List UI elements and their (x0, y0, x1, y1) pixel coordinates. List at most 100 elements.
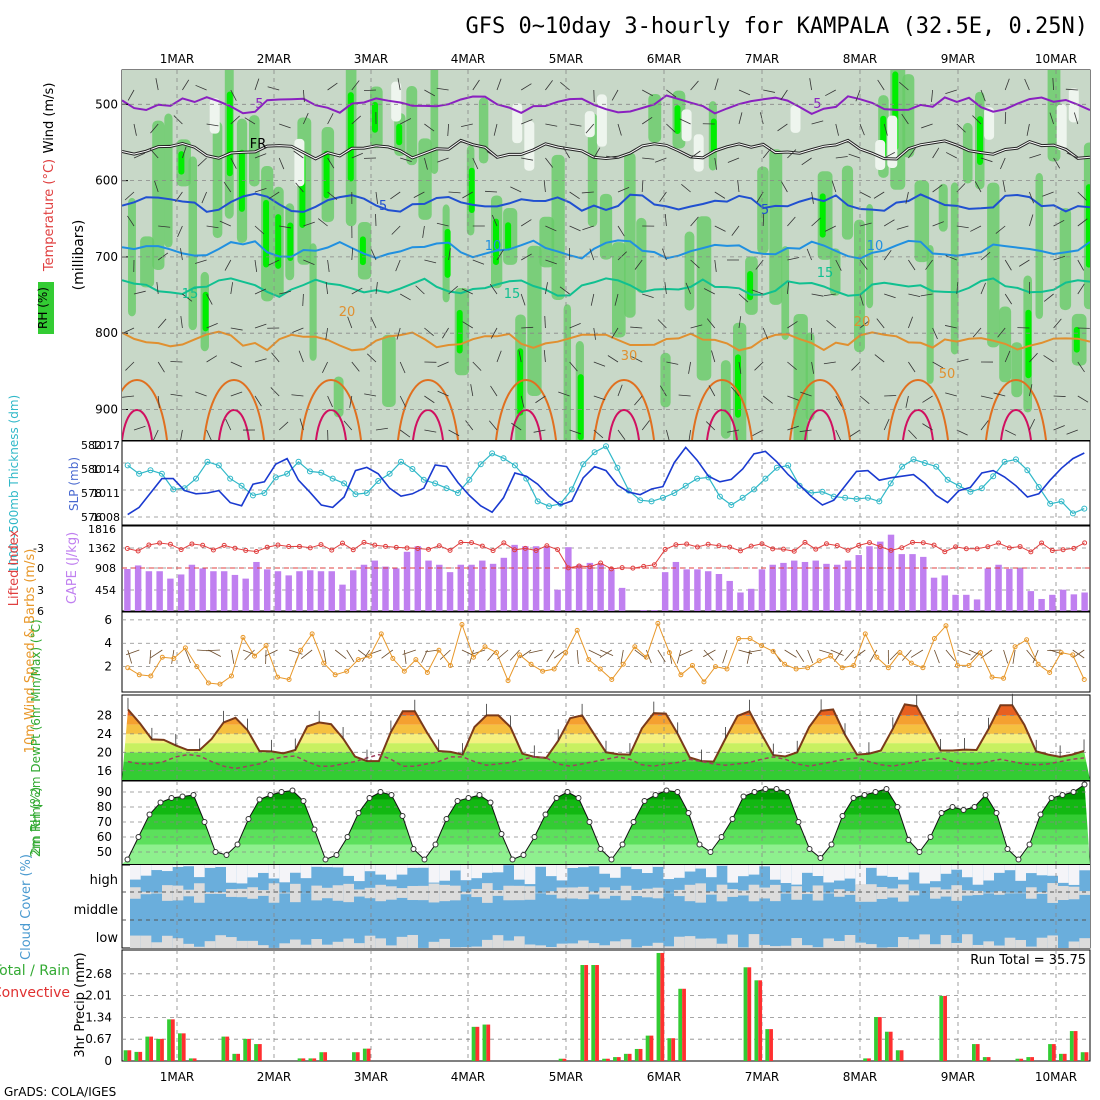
wind-barb (195, 391, 207, 397)
wind-barb (363, 89, 377, 91)
wind-barb (811, 120, 824, 125)
wind-barb (375, 213, 377, 227)
cape-bar (737, 592, 744, 611)
precip-rain-bar (308, 1058, 313, 1061)
precip-rain-bar (1026, 1057, 1031, 1061)
wind-barb (361, 649, 371, 662)
temp-band (122, 715, 1090, 725)
wind-barb (945, 392, 957, 397)
wind-barb (157, 395, 160, 408)
thickness-point (500, 455, 507, 462)
wind-barb (1053, 395, 1066, 397)
cloud-high-gap (546, 865, 557, 877)
cloud-mid-gap (887, 888, 898, 898)
wind-barb (395, 259, 401, 272)
wind-speed-point (194, 664, 200, 670)
cape-bar (790, 560, 798, 611)
wind-barb (271, 352, 280, 363)
rh-cell (539, 216, 555, 268)
cloud-mid-gap (524, 886, 536, 900)
cloud-mid-gap (162, 885, 173, 901)
cloud-mid-gap (332, 885, 344, 901)
cloud-mid-gap (396, 888, 408, 898)
wind-barb (195, 84, 207, 91)
wind-barb (569, 191, 580, 199)
wind-barb (631, 356, 643, 363)
precip-convective-bar (671, 1038, 676, 1061)
cloud-mid-gap (652, 887, 664, 899)
rh-cell-dry (209, 98, 220, 134)
cloud-high-gap (247, 865, 258, 878)
wind-barb (122, 395, 135, 398)
right-tick-label: 1011 (92, 487, 120, 500)
precip-rain-bar (982, 1057, 987, 1061)
rh-cell (333, 376, 344, 418)
rh-cell-dry (875, 139, 886, 170)
wind-barb (859, 222, 872, 227)
cloud-high-gap (450, 865, 461, 871)
rh-point (960, 807, 967, 813)
y-tick-label: 500 (95, 97, 118, 111)
wind-barb (877, 79, 885, 91)
precip-convective-bar (1073, 1031, 1078, 1061)
y-tick-label: 1.34 (85, 1010, 112, 1024)
rh-cell-moist (819, 193, 826, 238)
rh-point (223, 852, 230, 858)
thickness-point (398, 458, 405, 465)
wind-barb (1077, 361, 1085, 373)
upper-air-panel: -5 -5 FR 5 5 10 10 15 15 15 20 20 30 50 500 600 700 800 90… (36, 69, 1091, 441)
rh-cell-dry (984, 107, 995, 140)
cloud-high-gap (1068, 865, 1080, 885)
wind-barb (375, 191, 378, 204)
li-point (942, 549, 948, 555)
cloud-mid-gap (610, 890, 621, 896)
wind-barb (390, 191, 401, 200)
rh-point (300, 798, 307, 804)
li-tick-label: -3 (33, 542, 44, 555)
wind-barb (182, 293, 193, 302)
li-point (339, 540, 345, 546)
wind-barb (327, 82, 338, 91)
wind-speed-point (263, 643, 269, 649)
wind-barb (225, 418, 232, 431)
cape-bar (210, 571, 217, 611)
rh-cell-moist (323, 150, 330, 199)
rh-cell (563, 304, 572, 440)
li-point (490, 548, 496, 554)
precip-convective-bar (606, 1058, 610, 1061)
rh-point (520, 852, 527, 858)
rh-cell (769, 149, 783, 305)
wind-barb (545, 282, 548, 295)
temp-band (122, 704, 1090, 716)
rh-point (234, 841, 241, 848)
cape-bar (274, 571, 282, 611)
rh-point (410, 846, 417, 852)
thickness-point (751, 486, 758, 493)
cloud-mid-gap (247, 887, 258, 899)
wind-barb (901, 113, 909, 125)
cloud-low-gap (471, 946, 482, 948)
rh-cell-moist (287, 222, 294, 262)
cloud-low-gap (610, 941, 621, 948)
precip-rain-bar (939, 995, 944, 1061)
wind-barb (327, 157, 335, 169)
wind-barb (154, 180, 159, 193)
thickness-point (443, 485, 450, 492)
isotherm-line-inner (122, 139, 1090, 160)
cloud-high-gap (748, 865, 760, 875)
cloud-low-gap (695, 938, 706, 948)
wind-speed-point (1035, 661, 1041, 667)
wind-barb (787, 149, 797, 159)
wind-speed-point (355, 657, 361, 663)
cape-bar (425, 560, 432, 611)
rh-point (795, 819, 802, 825)
cape-bar (661, 572, 669, 611)
cloud-mid-gap (972, 890, 984, 896)
wind-barb (617, 251, 627, 261)
wind-barb (230, 391, 243, 397)
rh-point (927, 834, 934, 840)
li-point (813, 546, 819, 552)
rh-cell (684, 231, 695, 311)
wind-speed-point (978, 650, 984, 656)
surface-contour-inner (706, 409, 738, 440)
